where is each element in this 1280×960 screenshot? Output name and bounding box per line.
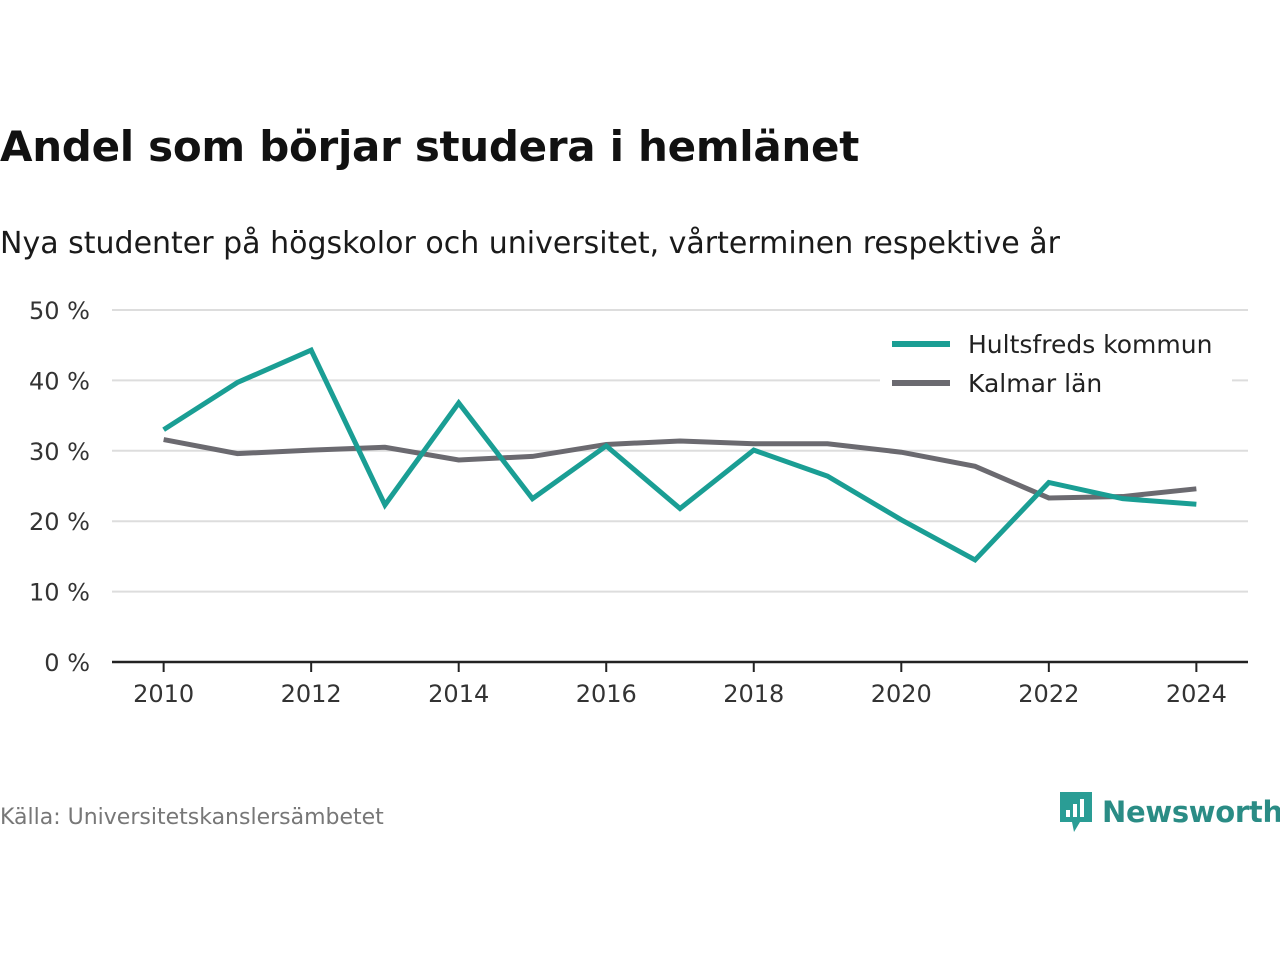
x-tick-label: 2024 <box>1166 680 1227 708</box>
y-tick-label: 10 % <box>29 579 90 607</box>
y-tick-label: 20 % <box>29 508 90 536</box>
x-tick-label: 2022 <box>1018 680 1079 708</box>
axes: 0 % 10 % 20 % 30 % 40 % 50 % 2010 2012 2014 2016 2… <box>29 297 1248 708</box>
brand-name: Newsworthy <box>1102 795 1280 829</box>
x-tick-label: 2020 <box>871 680 932 708</box>
chart-title: Andel som börjar studera i hemlänet <box>0 122 859 171</box>
legend-label: Kalmar län <box>968 369 1102 398</box>
x-tick-label: 2010 <box>133 680 194 708</box>
legend: Hultsfreds kommun Kalmar län <box>880 322 1232 408</box>
chart-subtitle: Nya studenter på högskolor och universit… <box>0 226 1060 261</box>
series-line-hultsfreds-kommun <box>162 346 1197 564</box>
y-tick-label: 0 % <box>44 649 90 677</box>
series-line-kalmar-län <box>163 437 1197 501</box>
x-tick-label: 2014 <box>428 680 489 708</box>
newsworthy-logo-icon <box>1060 792 1092 832</box>
y-tick-label: 30 % <box>29 438 90 466</box>
x-tick-label: 2018 <box>723 680 784 708</box>
series-lines <box>162 346 1197 564</box>
y-tick-label: 50 % <box>29 297 90 325</box>
legend-background <box>880 322 1232 408</box>
x-tick-label: 2012 <box>281 680 342 708</box>
source-note: Källa: Universitetskanslersämbetet <box>0 805 384 830</box>
brand-logo: Newsworthy <box>1058 790 1280 834</box>
legend-label: Hultsfreds kommun <box>968 330 1212 359</box>
x-tick-label: 2016 <box>576 680 637 708</box>
y-tick-label: 40 % <box>29 367 90 395</box>
